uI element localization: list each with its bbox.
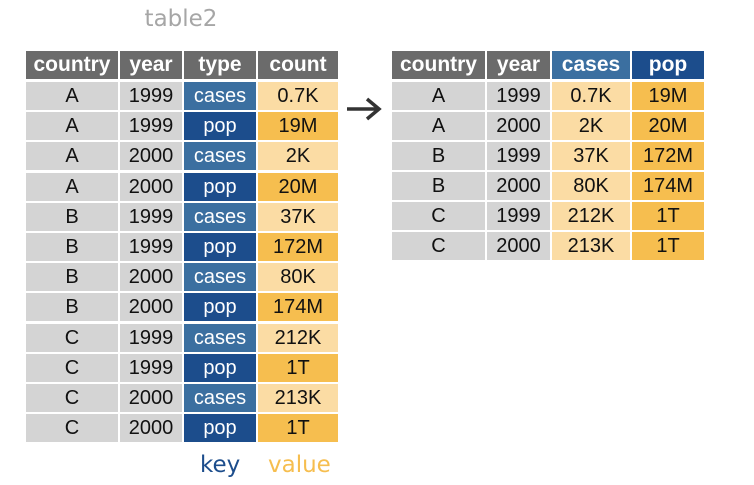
cell-cases: 212K <box>552 202 630 230</box>
header-count: count <box>258 51 338 79</box>
cell-pop: 1T <box>632 202 704 230</box>
header-year: year <box>120 51 182 79</box>
cell-count: 1T <box>258 354 338 382</box>
cell-count: 37K <box>258 203 338 231</box>
cell-year: 1999 <box>120 82 182 110</box>
cell-country: A <box>26 82 118 110</box>
cell-country: A <box>26 173 118 201</box>
cell-type: pop <box>184 354 256 382</box>
cell-year: 1999 <box>487 82 550 110</box>
cell-year: 1999 <box>487 142 550 170</box>
cell-year: 2000 <box>120 414 182 442</box>
header-year: year <box>487 51 550 79</box>
cell-country: C <box>392 202 485 230</box>
cell-count: 213K <box>258 384 338 412</box>
cell-year: 2000 <box>120 263 182 291</box>
cell-pop: 19M <box>632 82 704 110</box>
wide-table: country year cases pop A 1999 0.7K 19M A 2000 2K 20… <box>392 51 704 260</box>
cell-count: 0.7K <box>258 82 338 110</box>
cell-count: 1T <box>258 414 338 442</box>
cell-country: B <box>26 263 118 291</box>
table-title: table2 <box>144 6 218 32</box>
cell-country: B <box>26 293 118 321</box>
cell-type: pop <box>184 414 256 442</box>
cell-year: 2000 <box>120 173 182 201</box>
cell-year: 1999 <box>487 202 550 230</box>
cell-country: A <box>392 112 485 140</box>
cell-type: pop <box>184 233 256 261</box>
cell-count: 172M <box>258 233 338 261</box>
cell-cases: 2K <box>552 112 630 140</box>
cell-country: C <box>26 384 118 412</box>
cell-year: 2000 <box>120 142 182 170</box>
header-country: country <box>392 51 485 79</box>
cell-country: B <box>392 142 485 170</box>
cell-pop: 1T <box>632 232 704 260</box>
header-pop: pop <box>632 51 704 79</box>
cell-pop: 172M <box>632 142 704 170</box>
cell-type: cases <box>184 384 256 412</box>
cell-country: C <box>26 324 118 352</box>
cell-type: pop <box>184 173 256 201</box>
header-cases: cases <box>552 51 630 79</box>
cell-year: 1999 <box>120 324 182 352</box>
right-arrow-icon <box>347 97 382 121</box>
cell-cases: 37K <box>552 142 630 170</box>
cell-country: A <box>392 82 485 110</box>
cell-country: B <box>392 172 485 200</box>
cell-year: 1999 <box>120 354 182 382</box>
cell-type: cases <box>184 142 256 170</box>
key-legend: key <box>200 452 241 478</box>
cell-count: 212K <box>258 324 338 352</box>
cell-year: 1999 <box>120 203 182 231</box>
cell-pop: 174M <box>632 172 704 200</box>
cell-count: 174M <box>258 293 338 321</box>
cell-year: 2000 <box>487 232 550 260</box>
cell-type: cases <box>184 203 256 231</box>
cell-type: cases <box>184 263 256 291</box>
cell-year: 2000 <box>487 112 550 140</box>
cell-type: pop <box>184 112 256 140</box>
cell-country: A <box>26 112 118 140</box>
cell-type: cases <box>184 324 256 352</box>
cell-country: B <box>26 203 118 231</box>
cell-cases: 0.7K <box>552 82 630 110</box>
cell-year: 2000 <box>487 172 550 200</box>
header-country: country <box>26 51 118 79</box>
cell-pop: 20M <box>632 112 704 140</box>
cell-country: C <box>26 354 118 382</box>
cell-year: 2000 <box>120 384 182 412</box>
cell-country: C <box>392 232 485 260</box>
cell-country: A <box>26 142 118 170</box>
cell-count: 20M <box>258 173 338 201</box>
long-table: country year type count A 1999 cases 0.7K A 1999 p… <box>0 0 362 460</box>
header-type: type <box>184 51 256 79</box>
cell-count: 2K <box>258 142 338 170</box>
cell-count: 80K <box>258 263 338 291</box>
cell-country: B <box>26 233 118 261</box>
cell-type: pop <box>184 293 256 321</box>
cell-count: 19M <box>258 112 338 140</box>
cell-year: 2000 <box>120 293 182 321</box>
value-legend: value <box>268 452 331 478</box>
cell-cases: 80K <box>552 172 630 200</box>
cell-country: C <box>26 414 118 442</box>
cell-cases: 213K <box>552 232 630 260</box>
cell-type: cases <box>184 82 256 110</box>
cell-year: 1999 <box>120 112 182 140</box>
cell-year: 1999 <box>120 233 182 261</box>
